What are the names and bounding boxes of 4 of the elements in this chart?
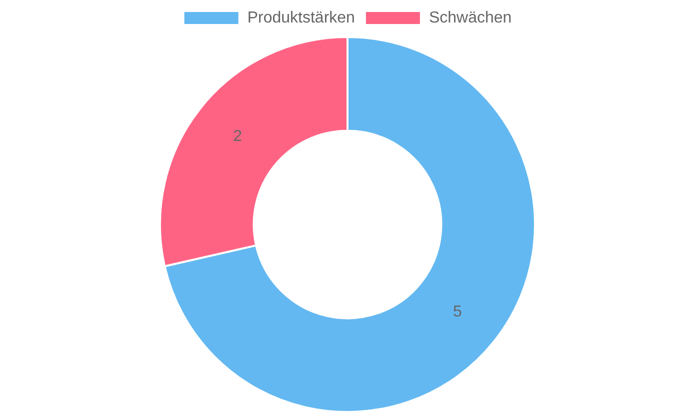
data-label: 5	[452, 304, 462, 321]
legend-label: Produktstärken	[247, 9, 355, 26]
data-label: 2	[233, 128, 242, 146]
legend-label: Schwächen	[428, 9, 512, 26]
